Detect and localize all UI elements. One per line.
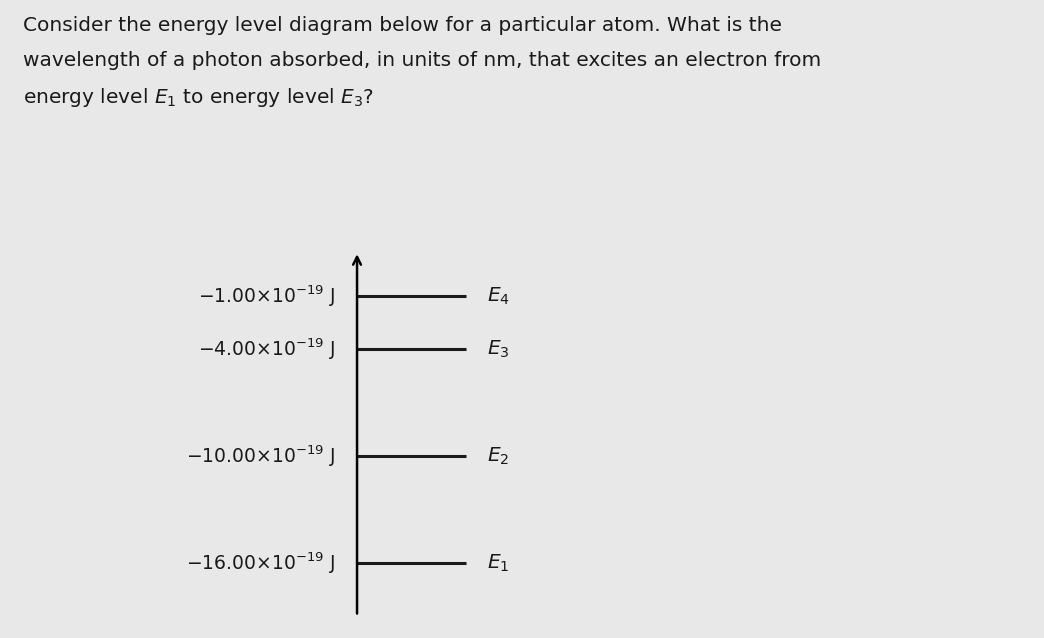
Text: $E_4$: $E_4$ [488, 285, 511, 306]
Text: $E_1$: $E_1$ [488, 553, 509, 574]
Text: $-4.00{\times}10^{-19}$ J: $-4.00{\times}10^{-19}$ J [198, 336, 335, 362]
Text: wavelength of a photon absorbed, in units of nm, that excites an electron from: wavelength of a photon absorbed, in unit… [23, 51, 822, 70]
Text: $E_3$: $E_3$ [488, 339, 509, 360]
Text: $-10.00{\times}10^{-19}$ J: $-10.00{\times}10^{-19}$ J [186, 443, 335, 469]
Text: $-1.00{\times}10^{-19}$ J: $-1.00{\times}10^{-19}$ J [198, 283, 335, 309]
Text: Consider the energy level diagram below for a particular atom. What is the: Consider the energy level diagram below … [23, 16, 782, 35]
Text: $E_2$: $E_2$ [488, 445, 509, 467]
Text: $-16.00{\times}10^{-19}$ J: $-16.00{\times}10^{-19}$ J [186, 550, 335, 575]
Text: energy level $E_1$ to energy level $E_3$?: energy level $E_1$ to energy level $E_3$… [23, 86, 374, 109]
